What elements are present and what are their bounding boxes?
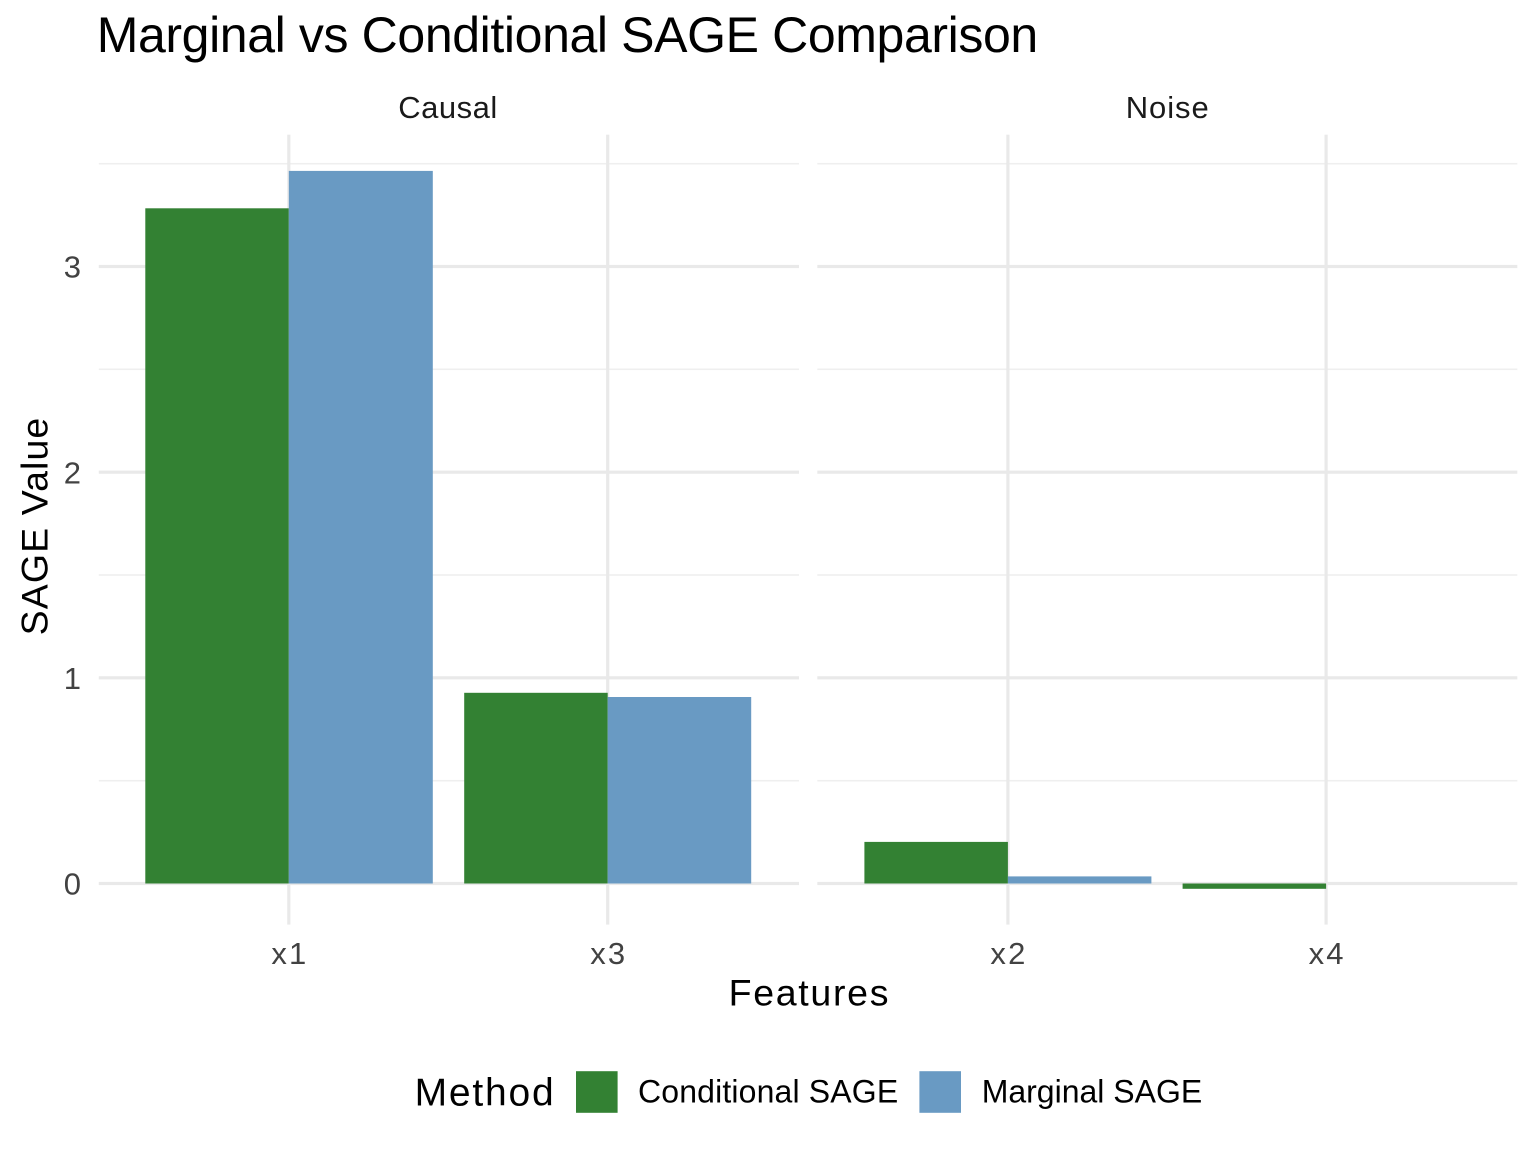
svg-text:x4: x4 [1309, 936, 1346, 971]
svg-text:Marginal SAGE: Marginal SAGE [982, 1073, 1203, 1109]
svg-text:2: 2 [64, 455, 81, 490]
svg-text:Causal: Causal [398, 90, 498, 125]
svg-text:0: 0 [64, 867, 81, 902]
svg-text:Noise: Noise [1126, 90, 1210, 125]
svg-text:Marginal vs Conditional SAGE C: Marginal vs Conditional SAGE Comparison [97, 7, 1038, 63]
svg-text:x3: x3 [590, 936, 627, 971]
svg-text:x2: x2 [990, 936, 1027, 971]
svg-text:1: 1 [64, 661, 81, 696]
svg-text:Method: Method [415, 1071, 556, 1114]
svg-text:x1: x1 [271, 936, 308, 971]
svg-text:Features: Features [729, 971, 891, 1013]
svg-text:SAGE Value: SAGE Value [14, 417, 56, 636]
svg-text:3: 3 [64, 250, 81, 285]
svg-text:Conditional SAGE: Conditional SAGE [638, 1073, 898, 1109]
